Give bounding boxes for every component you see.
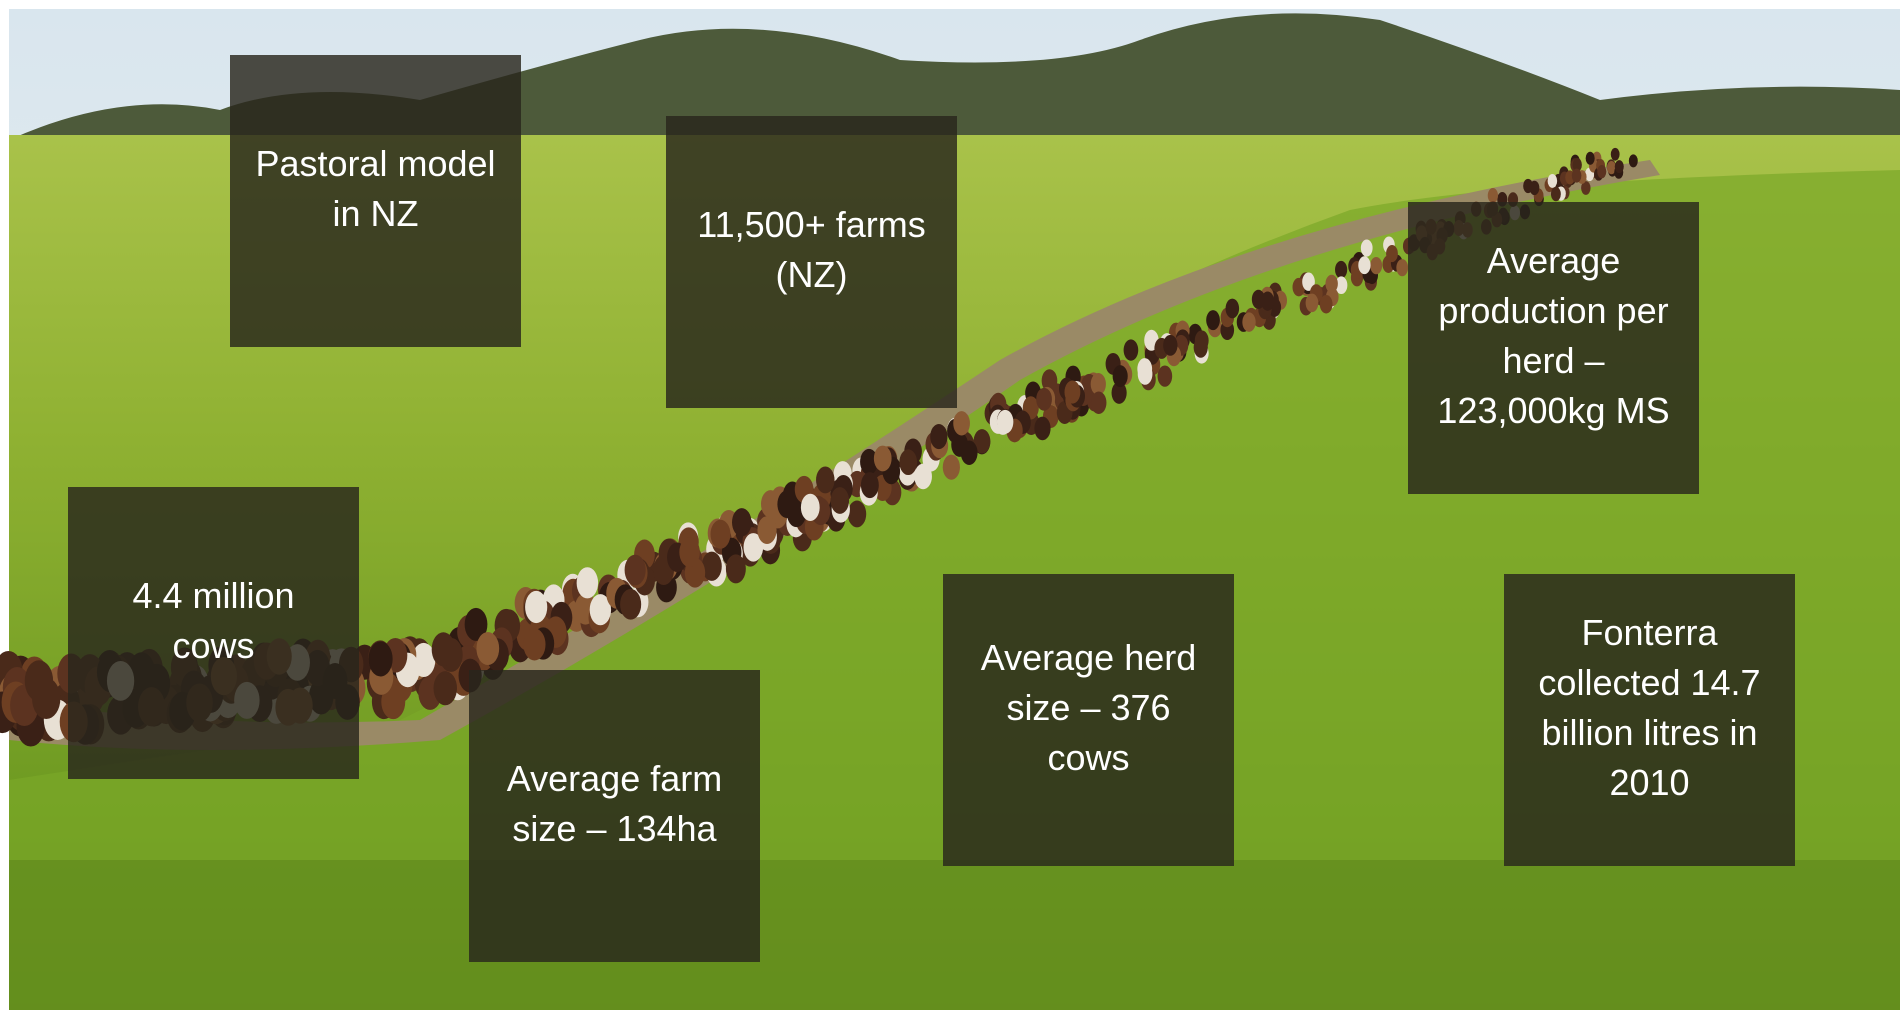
- info-box: 11,500+ farms (NZ): [666, 116, 957, 408]
- cow: [1124, 339, 1139, 360]
- cow: [1036, 388, 1052, 411]
- cow: [726, 554, 746, 583]
- cow: [1551, 187, 1561, 201]
- cow: [874, 446, 892, 472]
- cow: [1226, 299, 1240, 319]
- cow: [953, 411, 970, 435]
- cow: [1194, 337, 1208, 358]
- cow: [801, 494, 820, 521]
- cow: [1158, 365, 1173, 386]
- cow: [1163, 335, 1177, 356]
- cow: [930, 424, 947, 449]
- cow: [757, 516, 776, 544]
- cow: [777, 490, 796, 518]
- info-box: Average farm size – 134ha: [469, 670, 760, 962]
- cow: [1629, 154, 1638, 167]
- cow: [1358, 256, 1370, 274]
- info-box: Fonterra collected 14.7 billion litres i…: [1504, 574, 1795, 866]
- info-text: Average farm size – 134ha: [491, 754, 738, 854]
- cow: [369, 641, 393, 676]
- info-text: Fonterra collected 14.7 billion litres i…: [1526, 608, 1773, 808]
- cow: [1113, 365, 1128, 387]
- cow: [943, 455, 960, 480]
- cow: [831, 487, 849, 514]
- cow: [523, 628, 545, 660]
- cow: [1396, 259, 1408, 276]
- cow: [1548, 174, 1558, 188]
- cow: [577, 567, 598, 598]
- cow: [1306, 294, 1319, 312]
- cow: [1529, 181, 1539, 195]
- cow: [1064, 381, 1080, 404]
- cow: [861, 472, 879, 498]
- cow: [1138, 363, 1153, 384]
- cow: [679, 537, 699, 567]
- cow: [432, 632, 455, 666]
- info-text: 11,500+ farms (NZ): [688, 200, 935, 300]
- cow: [1386, 245, 1398, 262]
- cow: [434, 671, 457, 705]
- cow: [1242, 312, 1255, 331]
- info-box: Average production per herd – 123,000kg …: [1408, 202, 1699, 494]
- cow: [1320, 295, 1333, 314]
- cow: [1361, 239, 1373, 256]
- cow: [1335, 261, 1347, 279]
- info-text: 4.4 million cows: [90, 571, 337, 671]
- cow: [1615, 160, 1624, 173]
- cow: [1611, 148, 1620, 161]
- cow: [914, 464, 932, 490]
- cow: [1597, 165, 1606, 178]
- cow: [32, 678, 60, 719]
- cow: [1261, 292, 1274, 311]
- cow: [525, 591, 547, 623]
- cow: [1206, 310, 1220, 330]
- foreground-shadow: [9, 860, 1900, 1010]
- cow: [711, 520, 731, 549]
- cow: [620, 589, 641, 620]
- cow: [1572, 169, 1582, 183]
- cow: [997, 410, 1013, 434]
- cow: [961, 440, 978, 464]
- cow: [899, 449, 917, 475]
- info-text: Average herd size – 376 cows: [965, 633, 1212, 783]
- cow: [816, 467, 834, 494]
- cow: [732, 508, 752, 536]
- cow: [1488, 188, 1498, 203]
- cow: [1034, 417, 1050, 441]
- info-text: Pastoral model in NZ: [252, 139, 499, 239]
- info-box: 4.4 million cows: [68, 487, 359, 779]
- info-box: Pastoral model in NZ: [230, 55, 521, 347]
- cow: [1091, 391, 1107, 414]
- info-text: Average production per herd – 123,000kg …: [1430, 236, 1677, 436]
- cow: [625, 555, 646, 586]
- cow: [1586, 152, 1595, 165]
- info-box: Average herd size – 376 cows: [943, 574, 1234, 866]
- cow: [476, 632, 499, 665]
- slide: Pastoral model in NZ 11,500+ farms (NZ) …: [0, 0, 1900, 1010]
- cow: [848, 501, 866, 528]
- cow: [1370, 257, 1382, 274]
